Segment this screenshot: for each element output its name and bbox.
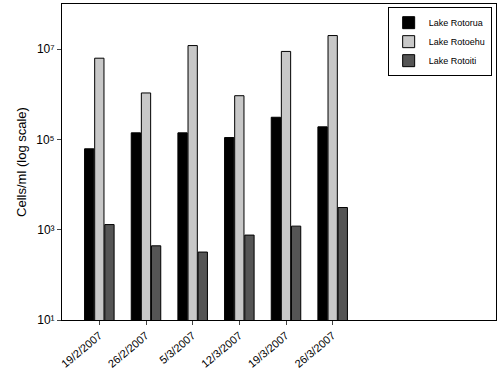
svg-text:12/3/2007: 12/3/2007 — [199, 329, 244, 370]
svg-text:Lake Rotoiti: Lake Rotoiti — [429, 56, 477, 66]
svg-text:19/3/2007: 19/3/2007 — [246, 329, 291, 370]
svg-text:10⁵: 10⁵ — [36, 133, 54, 147]
svg-text:19/2/2007: 19/2/2007 — [59, 329, 104, 370]
svg-text:10¹: 10¹ — [37, 313, 54, 327]
svg-text:26/2/2007: 26/2/2007 — [106, 329, 151, 370]
svg-text:10⁷: 10⁷ — [37, 42, 55, 56]
svg-text:26/3/2007: 26/3/2007 — [292, 329, 337, 370]
svg-text:5/3/2007: 5/3/2007 — [157, 329, 198, 366]
svg-text:Cells/ml (log scale): Cells/ml (log scale) — [14, 107, 29, 217]
svg-text:10³: 10³ — [37, 223, 54, 237]
svg-text:Lake Rotorua: Lake Rotorua — [429, 18, 483, 28]
svg-text:Lake Rotoehu: Lake Rotoehu — [429, 37, 485, 47]
